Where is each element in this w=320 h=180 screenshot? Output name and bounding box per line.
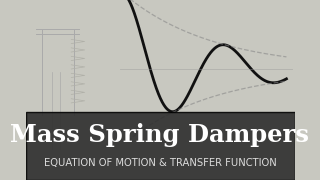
FancyBboxPatch shape [26, 112, 294, 180]
Text: Mass Spring Dampers: Mass Spring Dampers [11, 123, 309, 147]
Text: EQUATION OF MOTION & TRANSFER FUNCTION: EQUATION OF MOTION & TRANSFER FUNCTION [44, 158, 276, 168]
